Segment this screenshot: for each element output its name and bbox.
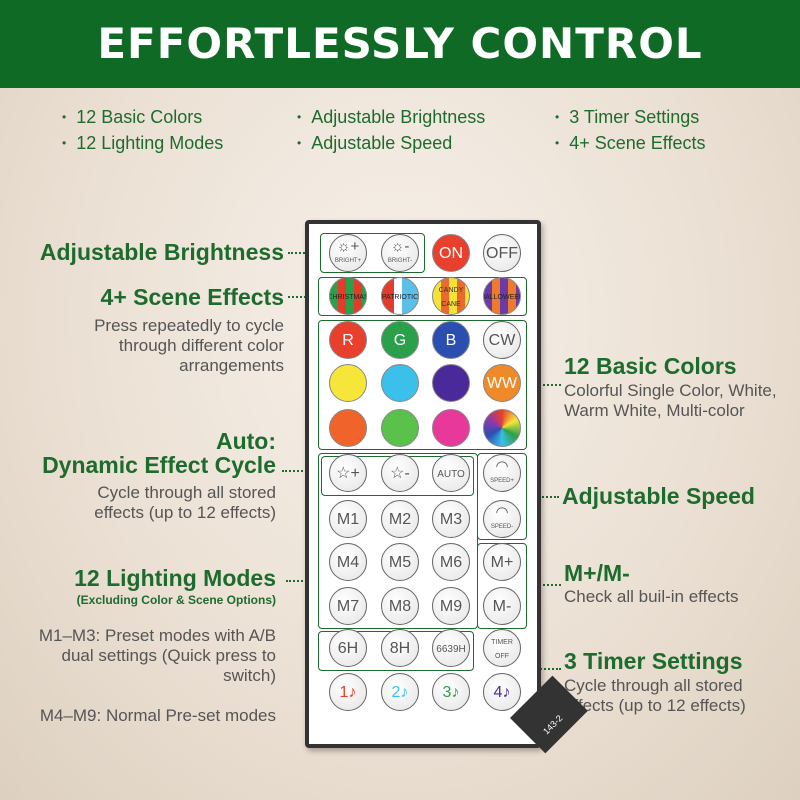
speed-title: Adjustable Speed bbox=[562, 483, 755, 509]
remote-button[interactable]: 6639H bbox=[432, 629, 470, 667]
remote-button[interactable] bbox=[381, 409, 419, 447]
leader-line bbox=[282, 470, 318, 472]
remote-button[interactable]: CW bbox=[483, 321, 521, 359]
speed-group bbox=[477, 453, 527, 540]
remote-button[interactable]: M2 bbox=[381, 500, 419, 538]
modes-group bbox=[318, 453, 478, 629]
colors-desc: Colorful Single Color, White, Warm White… bbox=[564, 381, 777, 420]
remote-button[interactable]: M4 bbox=[329, 543, 367, 581]
remote-button[interactable]: OFF bbox=[483, 234, 521, 272]
remote-button[interactable]: CANDY CANE bbox=[432, 277, 470, 315]
remote-button[interactable]: M6 bbox=[432, 543, 470, 581]
leader-line bbox=[286, 580, 318, 582]
feature-column: Adjustable BrightnessAdjustable Speed bbox=[297, 104, 485, 156]
leader-line bbox=[527, 384, 561, 386]
timer-desc: Cycle through all stored effects (up to … bbox=[564, 676, 746, 715]
remote-button[interactable]: ◠ SPEED- bbox=[483, 500, 521, 538]
remote-button[interactable]: 6H bbox=[329, 629, 367, 667]
leader-line bbox=[288, 252, 320, 254]
scene-title: 4+ Scene Effects bbox=[100, 284, 284, 310]
mpm-desc: Check all buil-in effects bbox=[564, 587, 739, 606]
remote-button[interactable]: CHRISTMAS bbox=[329, 277, 367, 315]
remote-button[interactable]: TIMER OFF bbox=[483, 629, 521, 667]
feature-column: 12 Basic Colors12 Lighting Modes bbox=[62, 104, 223, 156]
remote-button[interactable]: ◠ SPEED+ bbox=[483, 454, 521, 492]
brightness-group bbox=[320, 233, 425, 273]
timer-title: 3 Timer Settings bbox=[564, 648, 743, 674]
remote-button[interactable]: M1 bbox=[329, 500, 367, 538]
remote-button[interactable]: WW bbox=[483, 364, 521, 402]
remote-button[interactable]: M+ bbox=[483, 543, 521, 581]
remote-button[interactable]: ☆+ bbox=[329, 454, 367, 492]
remote-button[interactable]: 8H bbox=[381, 629, 419, 667]
auto-title: Auto: bbox=[215, 428, 276, 454]
page-title: EFFORTLESSLY CONTROL bbox=[0, 0, 800, 88]
remote-button[interactable]: M3 bbox=[432, 500, 470, 538]
auto-title-2: Dynamic Effect Cycle bbox=[42, 452, 276, 478]
modes-desc-2: M4–M9: Normal Pre-set modes bbox=[39, 706, 276, 725]
remote-button[interactable]: 3♪ bbox=[432, 673, 470, 711]
leader-line bbox=[288, 296, 318, 298]
remote-button[interactable]: ☆- bbox=[381, 454, 419, 492]
modes-title: 12 Lighting Modes bbox=[74, 565, 276, 591]
remote-button[interactable] bbox=[432, 409, 470, 447]
scene-desc: Press repeatedly to cycle through differ… bbox=[94, 316, 284, 375]
remote-button[interactable] bbox=[483, 409, 521, 447]
remote-button[interactable]: M9 bbox=[432, 587, 470, 625]
remote-button[interactable] bbox=[329, 409, 367, 447]
remote-button[interactable]: M5 bbox=[381, 543, 419, 581]
remote-button[interactable]: ☼- BRIGHT- bbox=[381, 234, 419, 272]
feature-column: 3 Timer Settings4+ Scene Effects bbox=[555, 104, 705, 156]
remote-button[interactable]: R bbox=[329, 321, 367, 359]
remote-button[interactable]: B bbox=[432, 321, 470, 359]
scene-group bbox=[318, 277, 527, 316]
remote-button[interactable] bbox=[329, 364, 367, 402]
brightness-title: Adjustable Brightness bbox=[39, 239, 284, 265]
mpm-title: M+/M- bbox=[564, 560, 630, 586]
remote-button[interactable]: PATRIOTIC bbox=[381, 277, 419, 315]
remote-button[interactable]: M- bbox=[483, 587, 521, 625]
modes-desc-1: M1–M3: Preset modes with A/B dual settin… bbox=[38, 626, 276, 685]
remote-button[interactable]: G bbox=[381, 321, 419, 359]
modes-subtitle: (Excluding Color & Scene Options) bbox=[76, 593, 276, 607]
remote-button[interactable]: ON bbox=[432, 234, 470, 272]
remote-button[interactable] bbox=[381, 364, 419, 402]
remote-button[interactable]: M7 bbox=[329, 587, 367, 625]
remote-button[interactable]: AUTO bbox=[432, 454, 470, 492]
colors-title: 12 Basic Colors bbox=[564, 353, 737, 379]
auto-desc: Cycle through all stored effects (up to … bbox=[94, 483, 276, 522]
remote-button[interactable]: ☼+ BRIGHT+ bbox=[329, 234, 367, 272]
colors-group bbox=[318, 320, 527, 450]
remote-button[interactable]: M8 bbox=[381, 587, 419, 625]
remote-button[interactable] bbox=[432, 364, 470, 402]
remote-button[interactable]: 2♪ bbox=[381, 673, 419, 711]
leader-line bbox=[527, 584, 561, 586]
remote-button[interactable]: 1♪ bbox=[329, 673, 367, 711]
leader-line bbox=[527, 496, 559, 498]
remote-button[interactable]: HALLOWEEN bbox=[483, 277, 521, 315]
remote-button[interactable]: 4♪ bbox=[483, 673, 521, 711]
